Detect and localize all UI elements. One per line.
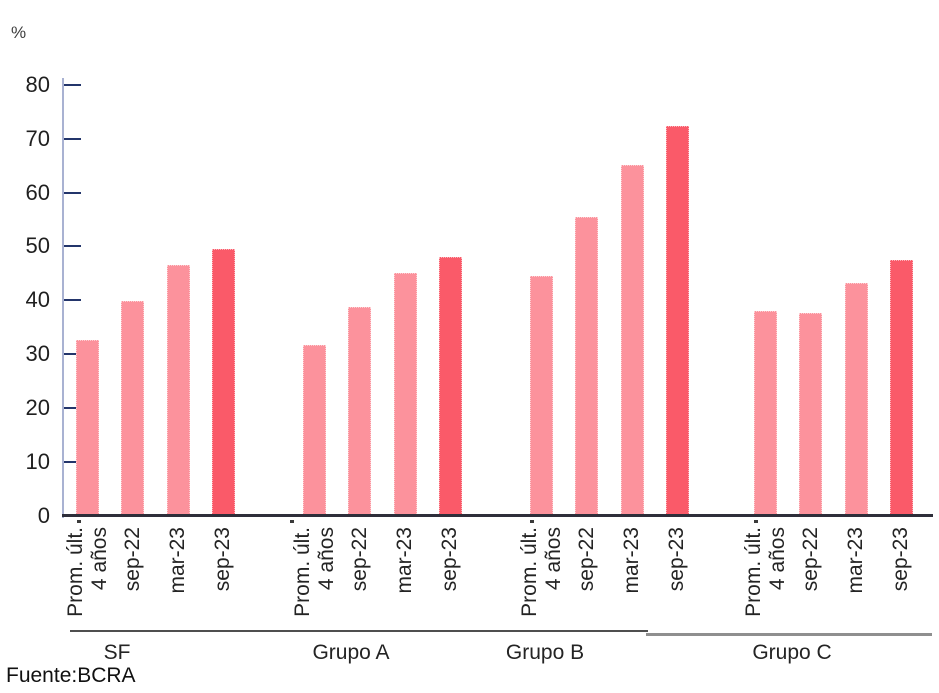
x-tick-label: sep-22 [798,527,822,592]
group-label: Grupo B [505,641,585,664]
y-axis-unit-label: % [11,23,27,42]
x-tick-label: sep-22 [347,527,371,592]
category-boundary-tick [754,519,758,523]
y-tick-label: 30 [25,341,50,367]
x-tick-label: sep-23 [665,527,689,592]
y-tick-mark [63,460,81,463]
x-tick-label: Prom. últ. 4 años [517,527,565,617]
y-tick-mark [63,353,81,356]
x-tick-label: sep-23 [438,527,462,592]
group-divider-line [646,633,932,636]
bar [620,165,644,516]
y-tick-mark [63,137,81,140]
x-tick-label: sep-23 [211,527,235,592]
x-tick-label: sep-23 [889,527,913,592]
y-tick-label: 40 [25,287,50,313]
bar [121,300,145,516]
x-tick-label: sep-22 [574,527,598,592]
bar [530,276,553,516]
bar [211,248,235,516]
y-tick-label: 70 [25,125,50,151]
y-tick-mark [63,191,81,194]
x-tick-label: Prom. últ. 4 años [741,527,789,617]
group-label: SF [103,641,131,664]
y-tick-label: 60 [25,179,50,205]
group-divider-line [70,630,648,632]
bar [754,311,777,516]
bar [348,306,372,516]
y-tick-label: 80 [25,72,50,97]
x-tick-label: Prom. últ. 4 años [63,527,111,617]
y-tick-label: 50 [25,233,50,259]
bar [303,344,326,516]
y-tick-label: 20 [25,394,50,420]
y-tick-mark [63,245,81,248]
group-label: Grupo C [752,641,832,664]
y-tick-label: 0 [37,502,50,528]
bar [393,273,417,516]
bar [844,283,868,516]
x-tick-label: mar-23 [844,527,868,594]
y-tick-mark [63,84,81,86]
bar [438,257,462,516]
category-boundary-tick [530,519,534,523]
group-label: Grupo A [312,641,390,664]
y-tick-mark [63,406,81,409]
y-tick-label: 10 [25,448,50,474]
source-label: Fuente:BCRA [6,664,136,687]
x-tick-label: sep-22 [120,527,144,592]
x-tick-label: Prom. últ. 4 años [290,527,338,617]
bar [76,340,99,516]
x-tick-label: mar-23 [393,527,417,594]
bar [799,312,823,516]
x-tick-label: mar-23 [620,527,644,594]
y-axis-line [62,78,64,518]
bar [166,265,190,516]
x-tick-label: mar-23 [166,527,190,594]
bar [889,260,913,516]
category-boundary-tick [77,519,81,523]
bar [575,216,599,516]
x-axis-line [62,514,933,517]
y-tick-mark [63,299,81,302]
category-boundary-tick [290,519,294,523]
bar [665,126,689,516]
